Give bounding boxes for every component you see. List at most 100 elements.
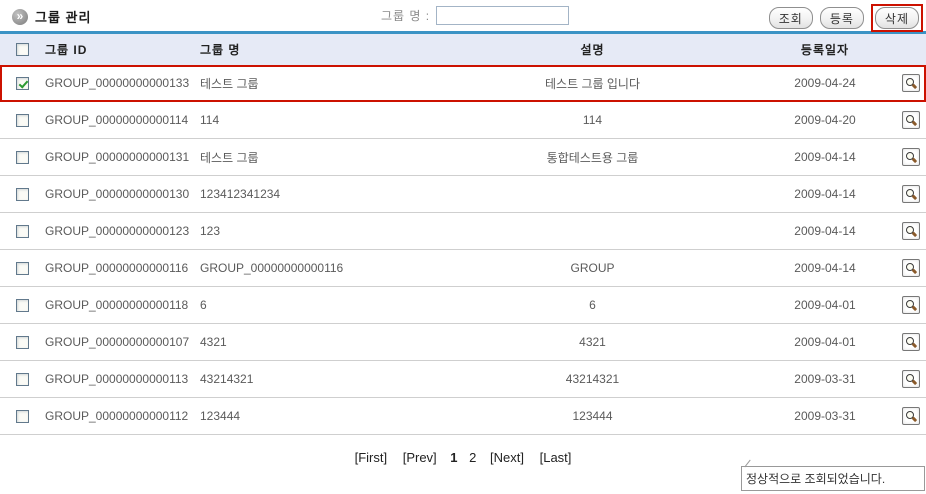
row-detail-button[interactable] <box>901 111 920 129</box>
row-checkbox[interactable] <box>16 261 29 275</box>
header-description: 설명 <box>580 43 605 57</box>
cell-group-id: GROUP_00000000000113 <box>45 372 189 386</box>
header-register-date: 등록일자 <box>800 43 850 57</box>
magnifier-icon <box>905 373 917 385</box>
magnifier-icon <box>905 410 917 422</box>
cell-description: 테스트 그룹 입니다 <box>545 76 640 91</box>
magnifier-icon <box>905 262 917 274</box>
title-badge-icon: » <box>12 8 28 25</box>
cell-group-name: 6 <box>200 298 207 312</box>
group-name-search-label: 그룹 명 : <box>381 9 431 23</box>
cell-register-date: 2009-04-20 <box>794 113 856 127</box>
page-title-wrap: » 그룹 관리 <box>12 7 91 26</box>
cell-group-id: GROUP_00000000000116 <box>45 261 189 275</box>
row-checkbox[interactable] <box>16 409 29 423</box>
delete-button-annotation: 삭제 <box>870 4 923 32</box>
header-group-id: 그룹 ID <box>45 43 88 57</box>
pagination: [First] [Prev] 1 2 [Next] [Last] <box>0 450 926 465</box>
magnifier-icon <box>905 77 917 89</box>
magnifier-icon <box>905 188 917 200</box>
magnifier-icon <box>905 114 917 126</box>
cell-register-date: 2009-04-14 <box>794 224 856 238</box>
row-detail-button[interactable] <box>901 333 920 351</box>
cell-group-id: GROUP_00000000000133 <box>45 76 190 90</box>
cell-register-date: 2009-03-31 <box>794 372 856 386</box>
cell-group-name: 4321 <box>200 335 227 349</box>
cell-group-name: 테스트 그룹 <box>200 150 259 165</box>
cell-register-date: 2009-04-14 <box>794 150 856 164</box>
row-checkbox[interactable] <box>16 298 29 312</box>
row-checkbox[interactable] <box>16 187 29 201</box>
table-row[interactable]: GROUP_00000000000116 GROUP_0000000000011… <box>0 250 926 287</box>
pagination-page-2[interactable]: 2 <box>469 450 477 465</box>
row-detail-button[interactable] <box>901 407 920 425</box>
row-checkbox[interactable] <box>16 113 29 127</box>
cell-register-date: 2009-04-01 <box>794 298 856 312</box>
search-button[interactable]: 조회 <box>768 7 813 29</box>
cell-register-date: 2009-04-14 <box>794 187 856 201</box>
pagination-last[interactable]: [Last] <box>539 450 572 465</box>
table-row[interactable]: GROUP_00000000000130 123412341234 2009-0… <box>0 176 926 213</box>
cell-description: 4321 <box>579 335 606 349</box>
table-row[interactable]: GROUP_00000000000133 테스트 그룹 테스트 그룹 입니다 2… <box>0 65 926 102</box>
row-checkbox[interactable] <box>16 76 29 90</box>
magnifier-icon <box>905 151 917 163</box>
cell-description: GROUP <box>570 261 615 275</box>
status-message: 정상적으로 조회되었습니다. <box>741 466 925 491</box>
delete-button[interactable]: 삭제 <box>874 7 919 29</box>
row-checkbox[interactable] <box>16 224 29 238</box>
cell-register-date: 2009-03-31 <box>794 409 856 423</box>
row-detail-button[interactable] <box>901 185 920 203</box>
table-row[interactable]: GROUP_00000000000123 123 2009-04-14 <box>0 213 926 250</box>
cell-group-id: GROUP_00000000000123 <box>45 224 190 238</box>
cell-group-name: 123444 <box>200 409 241 423</box>
cell-group-name: 123 <box>200 224 221 238</box>
header-checkbox-cell <box>0 43 45 56</box>
table-row[interactable]: GROUP_00000000000107 4321 4321 2009-04-0… <box>0 324 926 361</box>
table-row[interactable]: GROUP_00000000000113 43214321 43214321 2… <box>0 361 926 398</box>
cell-group-name: 테스트 그룹 <box>200 76 259 91</box>
table-row[interactable]: GROUP_00000000000131 테스트 그룹 통합테스트용 그룹 20… <box>0 139 926 176</box>
cell-description: 114 <box>582 113 603 127</box>
cell-description: 43214321 <box>565 372 620 386</box>
row-checkbox[interactable] <box>16 372 29 386</box>
cell-group-name: 114 <box>200 113 220 127</box>
row-detail-button[interactable] <box>901 370 920 388</box>
cell-description: 통합테스트용 그룹 <box>546 150 639 165</box>
cell-group-id: GROUP_00000000000112 <box>45 409 189 423</box>
table-row[interactable]: GROUP_00000000000112 123444 123444 2009-… <box>0 398 926 435</box>
cell-register-date: 2009-04-24 <box>794 76 856 90</box>
table-header-row: 그룹 ID 그룹 명 설명 등록일자 <box>0 34 926 65</box>
row-detail-button[interactable] <box>901 148 920 166</box>
row-detail-button[interactable] <box>901 296 920 314</box>
magnifier-icon <box>905 336 917 348</box>
cell-description: 6 <box>589 298 596 312</box>
pagination-next[interactable]: [Next] <box>490 450 524 465</box>
row-detail-button[interactable] <box>901 222 920 240</box>
top-bar: » 그룹 관리 그룹 명 : 조회 등록 삭제 <box>0 0 926 32</box>
cell-group-name: 43214321 <box>200 372 254 386</box>
table-row[interactable]: GROUP_00000000000118 6 6 2009-04-01 <box>0 287 926 324</box>
register-button[interactable]: 등록 <box>819 7 864 29</box>
table-row[interactable]: GROUP_00000000000114 114 114 2009-04-20 <box>0 102 926 139</box>
group-table: 그룹 ID 그룹 명 설명 등록일자 GROUP_00000000000133 … <box>0 31 926 435</box>
header-group-name: 그룹 명 <box>200 43 241 57</box>
cell-group-id: GROUP_00000000000118 <box>45 298 189 312</box>
cell-register-date: 2009-04-14 <box>794 261 856 275</box>
group-name-search-input[interactable] <box>436 6 570 25</box>
toolbar-buttons: 조회 등록 삭제 <box>768 4 923 32</box>
select-all-checkbox[interactable] <box>16 43 29 56</box>
pagination-first[interactable]: [First] <box>354 450 388 465</box>
page-title: 그룹 관리 <box>35 10 92 25</box>
cell-group-name: GROUP_00000000000116 <box>200 261 344 275</box>
cell-group-name: 123412341234 <box>200 187 281 201</box>
cell-group-id: GROUP_00000000000131 <box>45 150 190 164</box>
row-detail-button[interactable] <box>901 259 920 277</box>
cell-description: 123444 <box>572 409 613 423</box>
pagination-page-1[interactable]: 1 <box>450 450 458 465</box>
magnifier-icon <box>905 225 917 237</box>
row-detail-button[interactable] <box>901 74 920 92</box>
row-checkbox[interactable] <box>16 335 29 349</box>
row-checkbox[interactable] <box>16 150 29 164</box>
pagination-prev[interactable]: [Prev] <box>402 450 437 465</box>
